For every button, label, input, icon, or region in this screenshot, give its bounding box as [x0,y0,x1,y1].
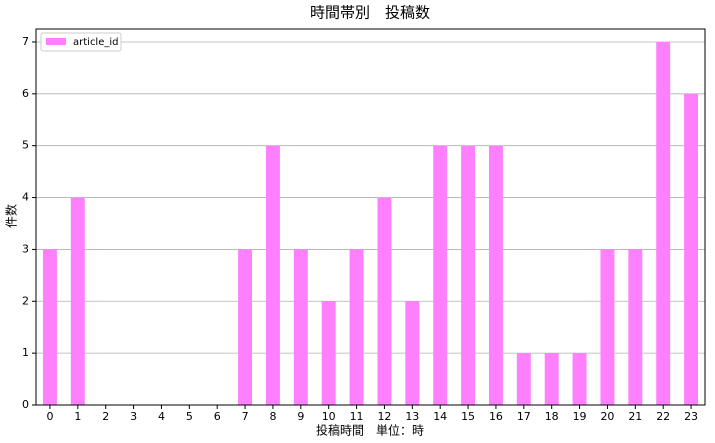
bar [293,249,308,405]
x-tick-label: 14 [433,410,447,423]
y-tick-label: 7 [22,35,29,48]
y-tick-label: 3 [22,242,29,255]
y-axis-label: 件数 [4,204,19,228]
x-tick-label: 12 [377,410,391,423]
x-tick-label: 20 [600,410,614,423]
plot-frame [35,28,706,406]
x-tick-label: 16 [489,410,503,423]
y-tick-label: 0 [22,398,29,411]
x-tick-label: 7 [242,410,249,423]
bar [349,249,364,405]
y-tick-label: 4 [22,191,29,204]
legend-swatch [46,38,66,45]
x-tick-label: 23 [684,410,698,423]
bar [516,353,531,405]
x-tick-label: 18 [545,410,559,423]
x-tick-label: 8 [269,410,276,423]
legend-label: article_id [73,37,119,48]
x-tick-label: 0 [46,410,53,423]
x-tick-label: 15 [461,410,475,423]
bar [544,353,559,405]
bar [600,249,615,405]
bar [572,353,587,405]
x-tick-label: 2 [102,410,109,423]
x-tick-label: 5 [186,410,193,423]
x-tick-label: 13 [405,410,419,423]
x-tick-label: 4 [158,410,165,423]
bar [656,41,671,406]
x-tick-label: 3 [130,410,137,423]
bar [70,197,85,405]
bar [461,145,476,406]
bar [628,249,643,405]
x-tick-label: 10 [322,410,336,423]
x-tick-label: 9 [297,410,304,423]
bar [405,301,420,405]
legend-box [40,32,122,52]
bar [321,301,336,405]
x-tick-label: 11 [350,410,364,423]
bar [238,249,253,405]
bar [433,145,448,406]
x-axis-label: 投稿時間 単位：時 [316,423,424,438]
x-tick-label: 19 [573,410,587,423]
y-tick-label: 1 [22,346,29,359]
x-tick-label: 6 [214,410,221,423]
y-tick-label: 6 [22,87,29,100]
x-tick-label: 1 [74,410,81,423]
y-tick-label: 2 [22,294,29,307]
bar [488,145,503,406]
x-tick-label: 21 [628,410,642,423]
chart-title: 時間帯別 投稿数 [310,4,430,22]
bar [684,93,699,406]
bar [377,197,392,405]
x-tick-label: 22 [656,410,670,423]
bar [42,249,57,405]
x-tick-label: 17 [517,410,531,423]
y-tick-label: 5 [22,139,29,152]
bar [265,145,280,406]
